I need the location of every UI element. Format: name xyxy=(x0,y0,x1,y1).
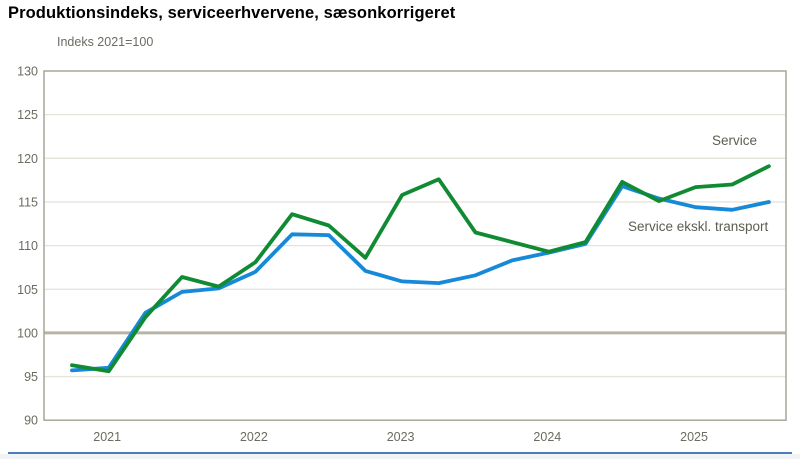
chart-title: Produktionsindeks, serviceerhvervene, sæ… xyxy=(8,4,456,22)
y-tick-label: 120 xyxy=(17,152,38,166)
y-tick-label: 100 xyxy=(17,326,38,340)
x-tick-label: 2023 xyxy=(387,430,415,444)
y-tick-label: 95 xyxy=(24,370,38,384)
x-tick-label: 2024 xyxy=(533,430,561,444)
y-tick-label: 90 xyxy=(24,414,38,428)
y-tick-label: 125 xyxy=(17,108,38,122)
y-tick-label: 130 xyxy=(17,65,38,79)
bottom-divider xyxy=(8,452,792,454)
series-label-service: Service xyxy=(712,133,758,148)
x-tick-label: 2021 xyxy=(93,430,121,444)
series-label-service-ekskl-transport: Service ekskl. transport xyxy=(628,219,769,234)
y-tick-label: 110 xyxy=(18,239,38,253)
x-tick-label: 2022 xyxy=(240,430,268,444)
y-tick-label: 115 xyxy=(18,195,38,209)
y-tick-label: 105 xyxy=(17,283,38,297)
axis-unit-label: Indeks 2021=100 xyxy=(57,35,154,49)
series-line-service xyxy=(70,164,771,374)
bottom-strip xyxy=(0,454,800,459)
x-tick-label: 2025 xyxy=(680,430,708,444)
plot-frame xyxy=(43,70,787,421)
